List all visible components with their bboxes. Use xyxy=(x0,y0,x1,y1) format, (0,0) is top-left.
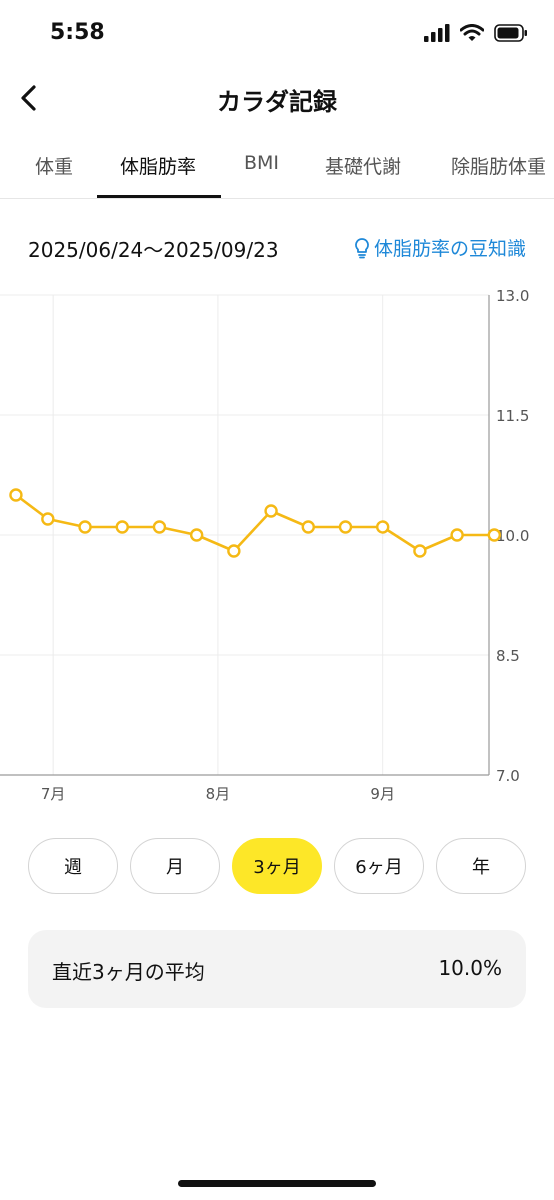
data-point xyxy=(9,488,23,502)
data-point xyxy=(301,520,315,534)
status-icons xyxy=(424,24,528,42)
y-tick-label: 13.0 xyxy=(496,287,529,305)
data-point xyxy=(78,520,92,534)
range-6-months-button[interactable]: 6ヶ月 xyxy=(334,838,424,894)
data-point xyxy=(152,520,167,534)
wifi-icon xyxy=(460,24,484,41)
metric-tabs: 体重 体脂肪率 BMI 基礎代謝 除脂肪体重 xyxy=(0,136,554,199)
home-indicator xyxy=(178,1180,376,1187)
x-tick-label: 9月 xyxy=(370,785,395,803)
data-point xyxy=(189,528,204,542)
x-tick-label: 7月 xyxy=(41,785,66,803)
status-bar: 5:58 xyxy=(0,0,554,70)
data-point xyxy=(375,520,390,534)
average-label: 直近3ヶ月の平均 xyxy=(52,960,205,984)
back-button[interactable] xyxy=(8,78,48,118)
data-point xyxy=(115,520,129,534)
chevron-left-icon xyxy=(21,85,36,111)
range-month-button[interactable]: 月 xyxy=(130,838,220,894)
range-3-months-button[interactable]: 3ヶ月 xyxy=(232,838,322,894)
tab-basal-metabolism[interactable]: 基礎代謝 xyxy=(325,156,402,178)
y-tick-label: 10.0 xyxy=(496,527,529,545)
average-value: 10.0% xyxy=(438,956,502,980)
chart-grid xyxy=(0,294,490,776)
tab-bmi[interactable]: BMI xyxy=(244,152,280,174)
data-point xyxy=(487,528,502,542)
data-point xyxy=(413,544,427,558)
nav-bar: カラダ記録 xyxy=(0,70,554,126)
data-point xyxy=(450,528,464,542)
body-fat-chart: 13.0 11.5 10.0 8.5 7.0 7月 8月 9月 xyxy=(0,287,530,803)
tab-lean-body-mass[interactable]: 除脂肪体重 xyxy=(451,156,547,178)
y-tick-label: 8.5 xyxy=(496,647,520,665)
data-point xyxy=(41,512,55,526)
data-point xyxy=(227,544,241,558)
x-tick-label: 8月 xyxy=(206,785,231,803)
signal-icon xyxy=(424,24,450,42)
range-week-button[interactable]: 週 xyxy=(28,838,118,894)
data-point xyxy=(338,520,353,534)
data-point xyxy=(264,504,278,518)
tab-body-fat[interactable]: 体脂肪率 xyxy=(120,156,197,178)
active-tab-indicator xyxy=(97,195,221,198)
lightbulb-icon xyxy=(355,237,369,258)
average-card: 直近3ヶ月の平均 10.0% xyxy=(28,930,526,1008)
status-time: 5:58 xyxy=(50,20,105,45)
body-fat-tip-link[interactable]: 体脂肪率の豆知識 xyxy=(354,234,526,261)
range-year-button[interactable]: 年 xyxy=(436,838,526,894)
y-tick-label: 11.5 xyxy=(496,407,529,425)
range-selector: 週 月 3ヶ月 6ヶ月 年 xyxy=(28,838,526,896)
tip-link-label: 体脂肪率の豆知識 xyxy=(373,238,526,260)
page-title: カラダ記録 xyxy=(217,88,337,116)
date-range: 2025/06/24〜2025/09/23 xyxy=(28,238,279,262)
chart-ticks: 13.0 11.5 10.0 8.5 7.0 7月 8月 9月 xyxy=(41,287,530,803)
battery-icon xyxy=(494,24,527,42)
tab-weight[interactable]: 体重 xyxy=(35,156,74,178)
chart-series xyxy=(9,488,502,558)
y-tick-label: 7.0 xyxy=(496,767,520,785)
